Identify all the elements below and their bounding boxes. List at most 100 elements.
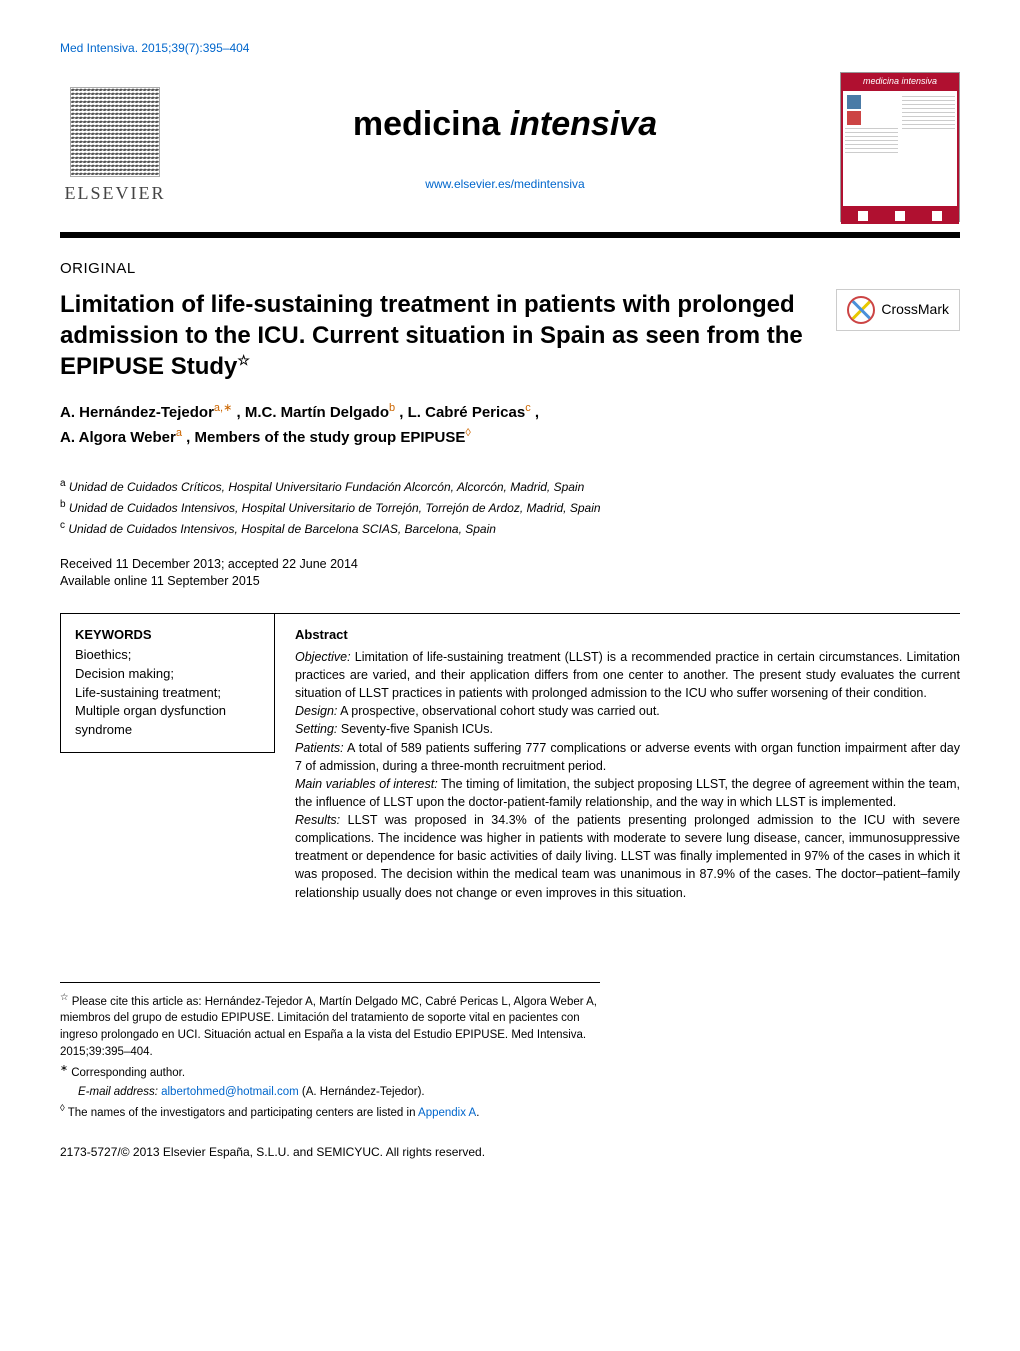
abstract-results-label: Results: xyxy=(295,813,340,827)
abstract-patients-label: Patients: xyxy=(295,741,344,755)
abstract-setting: Seventy-five Spanish ICUs. xyxy=(337,722,493,736)
author-name: A. Algora Weber xyxy=(60,429,176,446)
cover-line xyxy=(845,128,898,129)
author-affil-sup: a,∗ xyxy=(214,402,232,414)
author-affil-sup: b xyxy=(389,402,395,414)
author-name: , L. Cabré Pericas xyxy=(399,404,525,421)
affiliation-text: Unidad de Cuidados Intensivos, Hospital … xyxy=(69,501,601,515)
footnote-cite: ☆ Please cite this article as: Hernández… xyxy=(60,991,600,1061)
author-group: , Members of the study group EPIPUSE xyxy=(186,429,465,446)
cover-col-right xyxy=(900,91,957,206)
affiliation-b: b Unidad de Cuidados Intensivos, Hospita… xyxy=(60,498,960,517)
author-sep: , xyxy=(535,404,539,421)
title-footnote-symbol: ☆ xyxy=(237,352,250,368)
header-citation[interactable]: Med Intensiva. 2015;39(7):395–404 xyxy=(60,40,960,57)
cover-footer-icon xyxy=(932,211,942,221)
abstract-heading: Abstract xyxy=(295,626,960,644)
keywords-heading: KEYWORDS xyxy=(75,626,260,644)
article-title: Limitation of life-sustaining treatment … xyxy=(60,289,816,383)
cover-body xyxy=(843,91,957,206)
cover-line xyxy=(845,148,898,149)
cover-line xyxy=(902,124,955,125)
footnote-appendix-text: The names of the investigators and parti… xyxy=(65,1107,418,1119)
cover-footer-icon xyxy=(858,211,868,221)
email-paren: (A. Hernández-Tejedor). xyxy=(299,1086,425,1098)
affiliations-block: a Unidad de Cuidados Críticos, Hospital … xyxy=(60,477,960,537)
copyright-line: 2173-5727/© 2013 Elsevier España, S.L.U.… xyxy=(60,1144,960,1161)
author-diamond-sup: ◊ xyxy=(465,427,470,439)
cover-line xyxy=(902,128,955,129)
author-name: , M.C. Martín Delgado xyxy=(236,404,389,421)
authors-block: A. Hernández-Tejedora,∗ , M.C. Martín De… xyxy=(60,400,960,449)
cover-line xyxy=(902,112,955,113)
email-link[interactable]: albertohmed@hotmail.com xyxy=(161,1086,299,1098)
abstract-patients: A total of 589 patients suffering 777 co… xyxy=(295,741,960,773)
journal-title-italic: intensiva xyxy=(510,105,657,143)
crossmark-label: CrossMark xyxy=(881,300,949,320)
affiliation-text: Unidad de Cuidados Intensivos, Hospital … xyxy=(68,522,496,536)
cover-col-left xyxy=(843,91,900,206)
footnote-corresponding: ∗ Corresponding author. xyxy=(60,1062,600,1082)
footnote-appendix: ◊ The names of the investigators and par… xyxy=(60,1102,600,1122)
footnote-cite-text: Please cite this article as: Hernández-T… xyxy=(60,996,597,1058)
cover-line xyxy=(902,104,955,105)
affiliation-text: Unidad de Cuidados Críticos, Hospital Un… xyxy=(69,480,584,494)
author-affil-sup: c xyxy=(525,402,531,414)
cover-line xyxy=(902,120,955,121)
abstract-mvi-label: Main variables of interest: xyxy=(295,777,438,791)
cover-footer-icon xyxy=(895,211,905,221)
abstract-section: KEYWORDS Bioethics; Decision making; Lif… xyxy=(60,613,960,902)
cover-footer xyxy=(841,208,959,224)
affiliation-c: c Unidad de Cuidados Intensivos, Hospita… xyxy=(60,519,960,538)
journal-header: ELSEVIER medicina intensiva www.elsevier… xyxy=(60,72,960,238)
keywords-list: Bioethics; Decision making; Life-sustain… xyxy=(75,646,260,740)
cover-block-icon xyxy=(847,95,861,109)
journal-title-block: medicina intensiva www.elsevier.es/medin… xyxy=(170,101,840,193)
abstract-box: Abstract Objective: Limitation of life-s… xyxy=(275,613,960,902)
online-date: Available online 11 September 2015 xyxy=(60,573,960,591)
crossmark-icon xyxy=(847,296,875,324)
cover-line xyxy=(845,152,898,153)
crossmark-badge[interactable]: CrossMark xyxy=(836,289,960,331)
cover-block-icon xyxy=(847,111,861,125)
cover-line xyxy=(902,116,955,117)
abstract-design: A prospective, observational cohort stud… xyxy=(337,704,659,718)
elsevier-logo: ELSEVIER xyxy=(60,87,170,206)
author-affil-sup: a xyxy=(176,427,182,439)
journal-cover-thumbnail: medicina intensiva xyxy=(840,72,960,222)
abstract-objective: Limitation of life-sustaining treatment … xyxy=(295,650,960,700)
elsevier-label: ELSEVIER xyxy=(65,181,166,206)
abstract-setting-label: Setting: xyxy=(295,722,337,736)
author-name: A. Hernández-Tejedor xyxy=(60,404,214,421)
abstract-objective-label: Objective: xyxy=(295,650,351,664)
dates-block: Received 11 December 2013; accepted 22 J… xyxy=(60,556,960,591)
footnote-symbol: ∗ xyxy=(60,1063,68,1074)
footnote-appendix-end: . xyxy=(476,1107,479,1119)
cover-line xyxy=(845,140,898,141)
footnote-corr-text: Corresponding author. xyxy=(68,1067,185,1079)
footnote-email: E-mail address: albertohmed@hotmail.com … xyxy=(60,1084,600,1101)
abstract-design-label: Design: xyxy=(295,704,337,718)
article-title-text: Limitation of life-sustaining treatment … xyxy=(60,291,803,380)
abstract-body: Objective: Limitation of life-sustaining… xyxy=(295,648,960,902)
keywords-box: KEYWORDS Bioethics; Decision making; Lif… xyxy=(60,613,275,753)
received-date: Received 11 December 2013; accepted 22 J… xyxy=(60,556,960,574)
article-type: ORIGINAL xyxy=(60,258,960,279)
cover-line xyxy=(845,144,898,145)
abstract-results: LLST was proposed in 34.3% of the patien… xyxy=(295,813,960,900)
journal-title-plain: medicina xyxy=(353,105,510,143)
email-label: E-mail address: xyxy=(78,1086,161,1098)
cover-line xyxy=(845,132,898,133)
cover-line xyxy=(902,96,955,97)
footnotes-block: ☆ Please cite this article as: Hernández… xyxy=(60,982,600,1122)
journal-title: medicina intensiva xyxy=(170,101,840,149)
appendix-link[interactable]: Appendix A xyxy=(418,1107,476,1119)
footnote-symbol: ☆ xyxy=(60,992,69,1003)
journal-url-link[interactable]: www.elsevier.es/medintensiva xyxy=(170,176,840,193)
cover-line xyxy=(845,136,898,137)
article-title-row: Limitation of life-sustaining treatment … xyxy=(60,289,960,383)
cover-title: medicina intensiva xyxy=(841,73,959,90)
cover-line xyxy=(902,100,955,101)
elsevier-tree-icon xyxy=(70,87,160,177)
cover-line xyxy=(902,108,955,109)
